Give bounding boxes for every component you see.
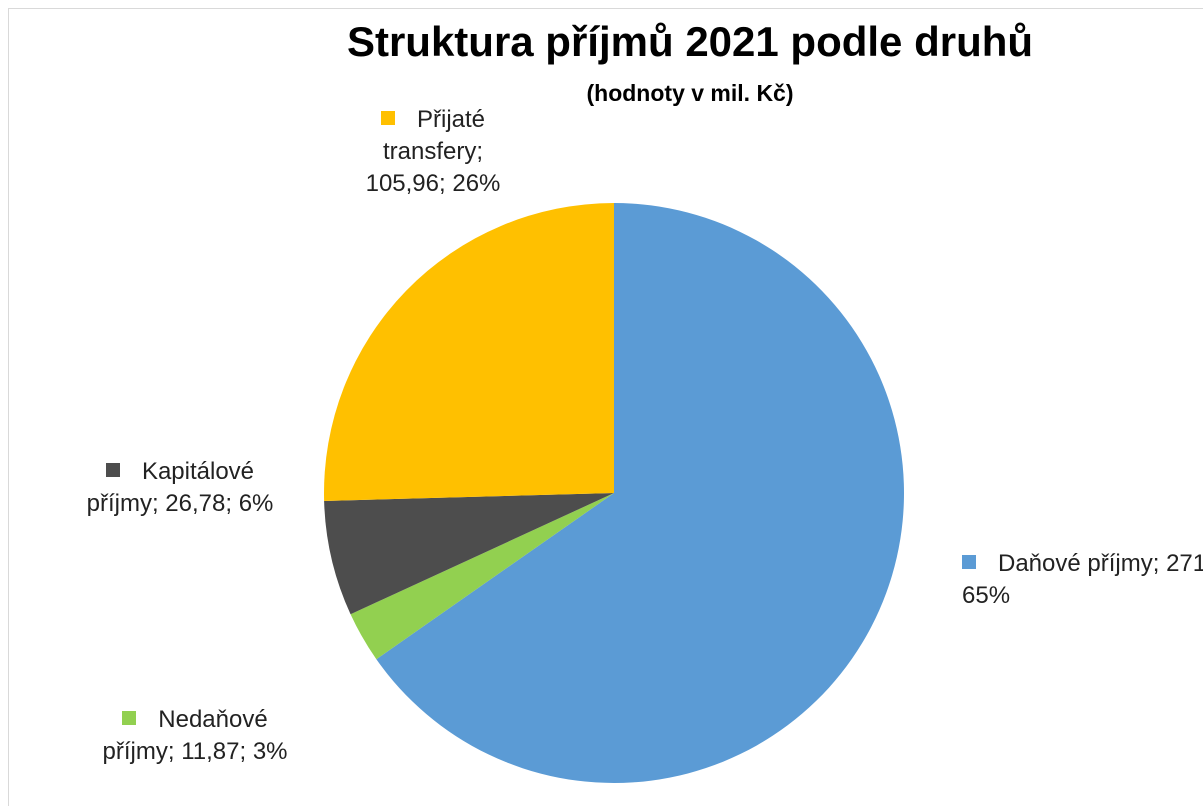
separator: ; xyxy=(1152,550,1167,577)
value-label: 271,97 xyxy=(1166,550,1203,577)
percent-label: 26% xyxy=(452,170,501,197)
category-name: Kapitálové příjmy xyxy=(86,458,255,517)
chart-title: Struktura příjmů 2021 podle druhů xyxy=(346,18,1034,65)
category-name: Daňové příjmy xyxy=(998,550,1153,577)
value-label: 105,96 xyxy=(365,170,439,197)
category-name: Přijaté transfery xyxy=(382,106,486,165)
separator: ; xyxy=(151,490,166,517)
pie-slice xyxy=(350,493,614,660)
separator: ; xyxy=(476,138,484,165)
separator: ; xyxy=(225,490,239,517)
separator: ; xyxy=(167,738,182,765)
data-label: Kapitálové příjmy; 26,78; 6% xyxy=(55,456,305,520)
value-label: 26,78 xyxy=(165,490,226,517)
pie-slice xyxy=(324,493,614,615)
percent-label: 6% xyxy=(238,490,274,517)
separator: ; xyxy=(439,170,453,197)
pie-slice xyxy=(376,203,904,784)
data-label: Přijaté transfery; 105,96; 26% xyxy=(318,104,548,200)
value-label: 11,87 xyxy=(181,738,240,765)
data-label: Daňové příjmy; 271,97; 65% xyxy=(962,548,1203,612)
chart-border xyxy=(8,8,1203,806)
percent-label: 65% xyxy=(962,582,1011,609)
data-label: Nedaňové příjmy; 11,87; 3% xyxy=(75,704,315,768)
label-key xyxy=(105,463,120,477)
category-name: Nedaňové příjmy xyxy=(102,706,268,765)
label-key xyxy=(380,111,395,125)
pie-slice xyxy=(324,203,614,501)
label-key xyxy=(962,555,976,569)
chart-subtitle: (hodnoty v mil. Kč) xyxy=(586,80,794,106)
separator: ; xyxy=(239,738,253,765)
label-key xyxy=(122,711,137,725)
percent-label: 3% xyxy=(252,738,288,765)
